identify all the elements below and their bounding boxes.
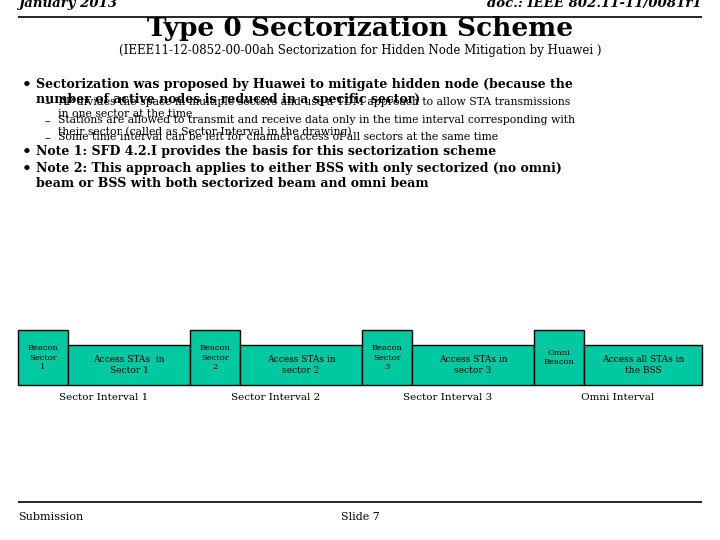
- Text: Some time interval can be left for channel access of all sectors at the same tim: Some time interval can be left for chann…: [58, 132, 498, 142]
- Text: Access STAs in
sector 3: Access STAs in sector 3: [438, 355, 507, 375]
- Text: Omni Interval: Omni Interval: [581, 393, 654, 402]
- Text: Note 2: This approach applies to either BSS with only sectorized (no omni)
beam : Note 2: This approach applies to either …: [36, 162, 562, 190]
- Text: Type 0 Sectorization Scheme: Type 0 Sectorization Scheme: [147, 16, 573, 41]
- Text: AP divides the space in multiple sectors and use a TDM approach to allow STA tra: AP divides the space in multiple sectors…: [58, 97, 570, 119]
- Text: Beacon
Sector
1: Beacon Sector 1: [27, 345, 58, 370]
- Bar: [240, 345, 362, 385]
- Bar: [362, 330, 412, 385]
- Text: Sector Interval 2: Sector Interval 2: [231, 393, 320, 402]
- Bar: [68, 345, 190, 385]
- Text: Slide 7: Slide 7: [341, 512, 379, 522]
- Text: Beacon
Sector
2: Beacon Sector 2: [199, 345, 230, 370]
- Bar: [412, 345, 534, 385]
- Text: Access STAs  in
Sector 1: Access STAs in Sector 1: [94, 355, 165, 375]
- Text: Note 1: SFD 4.2.I provides the basis for this sectorization scheme: Note 1: SFD 4.2.I provides the basis for…: [36, 145, 496, 158]
- Text: •: •: [22, 78, 32, 92]
- Bar: [534, 330, 584, 385]
- Bar: [190, 330, 240, 385]
- Text: doc.: IEEE 802.11-11/0081r1: doc.: IEEE 802.11-11/0081r1: [487, 0, 702, 10]
- Text: Access all STAs in
the BSS: Access all STAs in the BSS: [602, 355, 684, 375]
- Text: •: •: [22, 162, 32, 176]
- Text: –: –: [44, 97, 50, 110]
- Text: Submission: Submission: [18, 512, 84, 522]
- Text: Beacon
Sector
3: Beacon Sector 3: [372, 345, 402, 370]
- Bar: [18, 330, 68, 385]
- Text: Sector Interval 1: Sector Interval 1: [59, 393, 148, 402]
- Text: (IEEE11-12-0852-00-00ah Sectorization for Hidden Node Mitigation by Huawei ): (IEEE11-12-0852-00-00ah Sectorization fo…: [119, 44, 601, 57]
- Text: •: •: [22, 145, 32, 159]
- Text: Sector Interval 3: Sector Interval 3: [403, 393, 492, 402]
- Text: –: –: [44, 115, 50, 128]
- Text: –: –: [44, 132, 50, 145]
- Bar: [584, 345, 702, 385]
- Text: Sectorization was proposed by Huawei to mitigate hidden node (because the
number: Sectorization was proposed by Huawei to …: [36, 78, 573, 106]
- Text: Access STAs in
sector 2: Access STAs in sector 2: [266, 355, 336, 375]
- Text: Omni
Beacon: Omni Beacon: [544, 349, 575, 366]
- Text: Stations are allowed to transmit and receive data only in the time interval corr: Stations are allowed to transmit and rec…: [58, 115, 575, 137]
- Text: January 2013: January 2013: [18, 0, 117, 10]
